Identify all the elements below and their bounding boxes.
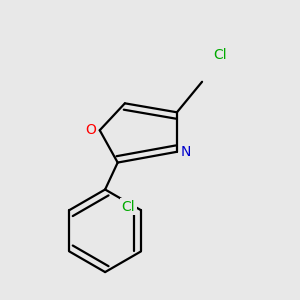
Text: Cl: Cl bbox=[213, 48, 227, 62]
Text: O: O bbox=[85, 123, 96, 137]
Text: N: N bbox=[181, 145, 191, 159]
Text: Cl: Cl bbox=[122, 200, 135, 214]
